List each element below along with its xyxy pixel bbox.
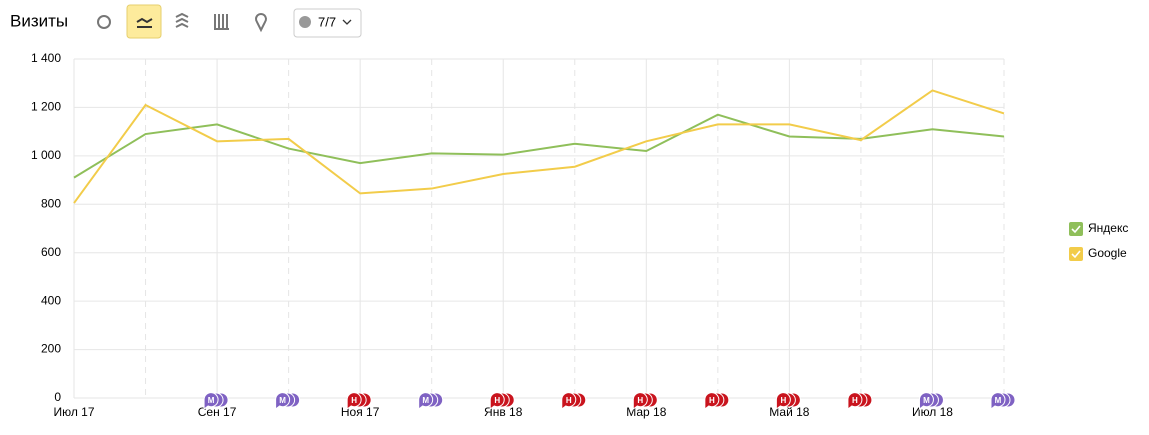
note-bubble[interactable] <box>775 392 791 410</box>
note-bubble[interactable] <box>990 392 1006 410</box>
legend-label: Яндекс <box>1088 221 1128 235</box>
note-bubble[interactable] <box>203 392 219 410</box>
note-bubble[interactable] <box>704 392 720 410</box>
note-label: М <box>279 396 286 405</box>
x-tick-label: Июл 17 <box>53 405 94 419</box>
note-label: М <box>995 396 1002 405</box>
comments-count: 7/7 <box>318 14 336 29</box>
y-tick-label: 1 200 <box>31 100 61 114</box>
y-tick-label: 1 000 <box>31 148 61 162</box>
legend-swatch[interactable] <box>1069 247 1083 261</box>
line-icon <box>136 17 153 28</box>
note-bubble[interactable] <box>918 392 934 410</box>
note-bubble[interactable] <box>489 392 505 410</box>
x-tick-label: Ноя 17 <box>341 405 380 419</box>
series-line <box>73 89 1005 204</box>
note-label: Н <box>709 396 715 405</box>
note-label: М <box>208 396 215 405</box>
legend-label: Google <box>1088 246 1127 260</box>
note-bubble[interactable] <box>346 392 362 410</box>
map-icon[interactable] <box>255 13 267 33</box>
x-tick-label: Июл 18 <box>912 405 953 419</box>
x-tick-label: Сен 17 <box>198 405 237 419</box>
comments-button[interactable] <box>293 8 362 38</box>
comment-icon <box>299 16 311 28</box>
note-bubble[interactable] <box>561 392 577 410</box>
legend-check <box>1071 225 1081 234</box>
x-tick-label: Янв 18 <box>484 405 523 419</box>
bars-icon[interactable] <box>214 14 229 30</box>
note-label: Н <box>494 396 500 405</box>
y-tick-label: 1 400 <box>31 51 61 65</box>
x-tick-label: Мар 18 <box>626 405 666 419</box>
note-bubble[interactable] <box>418 392 434 410</box>
note-label: Н <box>351 396 357 405</box>
x-tick-label: Май 18 <box>769 405 810 419</box>
pie-icon[interactable] <box>97 15 111 29</box>
note-label: Н <box>852 396 858 405</box>
y-tick-label: 400 <box>41 293 61 307</box>
note-label: М <box>923 396 930 405</box>
area-icon[interactable] <box>175 12 189 28</box>
note-bubble[interactable] <box>847 392 863 410</box>
legend-swatch[interactable] <box>1069 222 1083 236</box>
note-label: Н <box>637 396 643 405</box>
note-label: Н <box>566 396 572 405</box>
y-tick-label: 0 <box>54 390 61 404</box>
line-button[interactable] <box>126 4 162 39</box>
toolbar <box>97 4 362 39</box>
series-line <box>73 113 1005 179</box>
note-label: М <box>422 396 429 405</box>
note-label: Н <box>780 396 786 405</box>
legend-check <box>1071 250 1081 259</box>
y-tick-label: 200 <box>41 342 61 356</box>
page-title: Визиты <box>10 11 68 30</box>
dropdown-arrow <box>342 19 352 25</box>
y-tick-label: 800 <box>41 196 61 210</box>
y-tick-label: 600 <box>41 245 61 259</box>
note-bubble[interactable] <box>275 392 291 410</box>
note-bubble[interactable] <box>632 392 648 410</box>
